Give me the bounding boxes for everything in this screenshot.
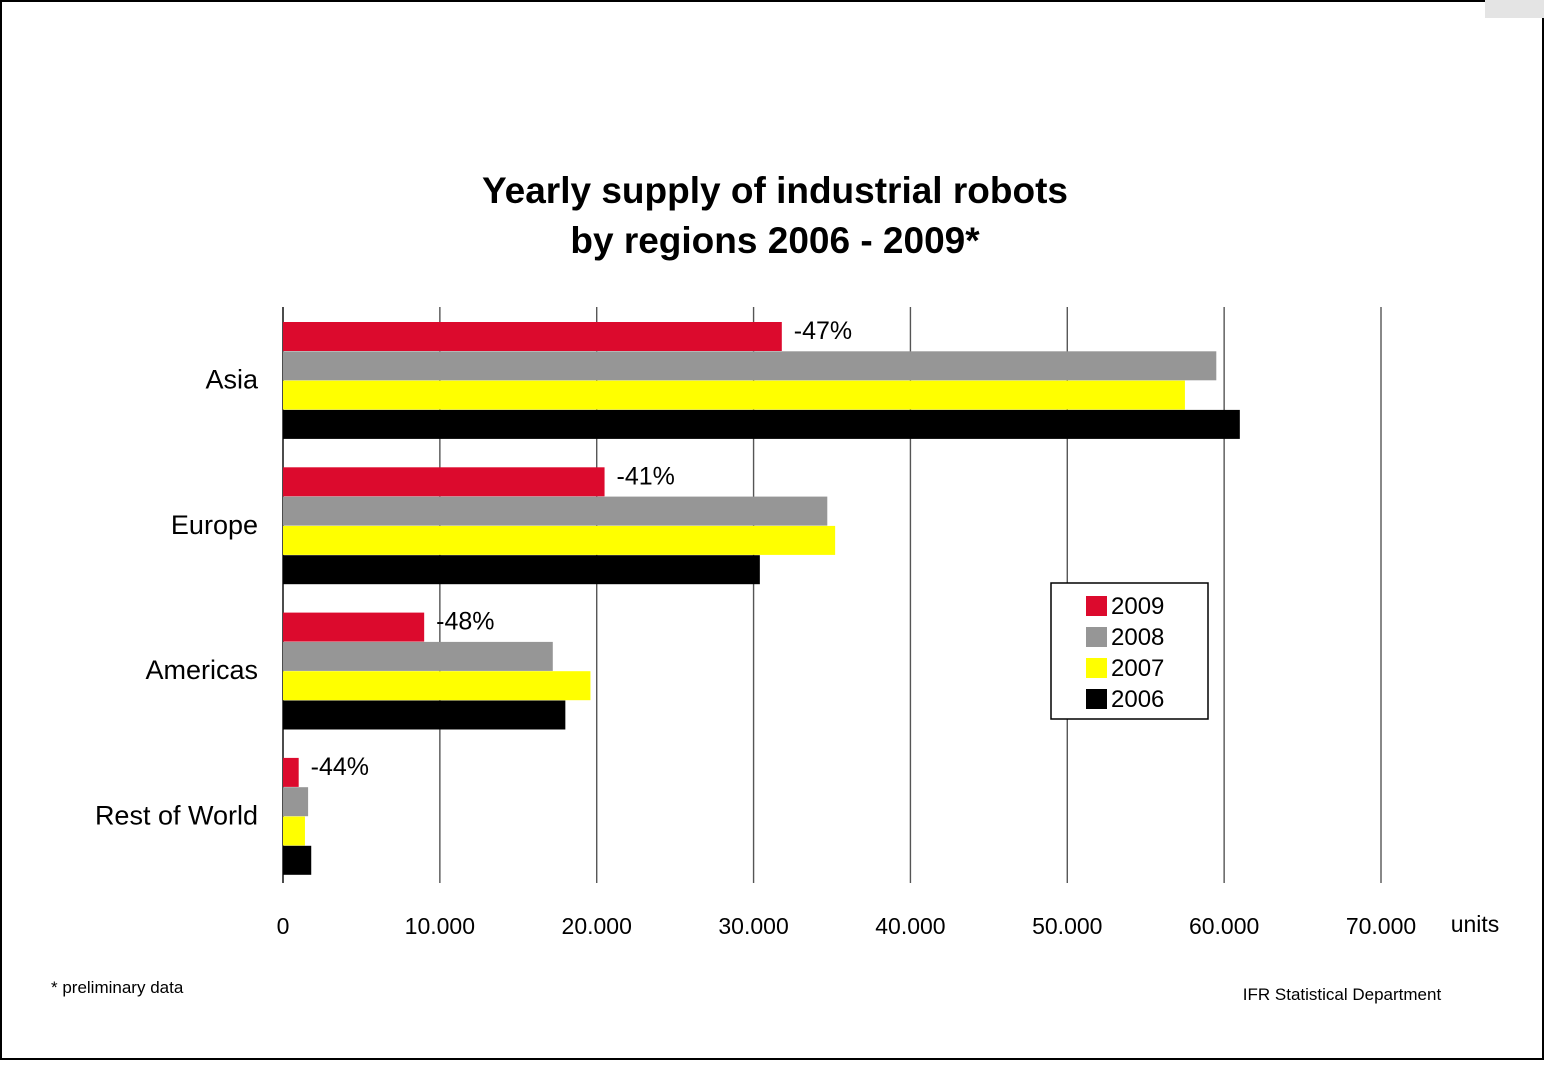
category-label: Rest of World (95, 801, 258, 831)
bar-2006 (283, 845, 312, 875)
legend: 2009 2008 2007 2006 (1050, 582, 1209, 720)
change-label: -48% (436, 608, 494, 636)
chart-title: Yearly supply of industrial robots (482, 170, 1068, 211)
legend-label: 2006 (1111, 686, 1164, 713)
legend-swatch-2008 (1086, 627, 1107, 647)
change-label: -44% (311, 753, 369, 781)
bar-2007 (283, 816, 305, 846)
x-axis-label: units (1451, 911, 1500, 937)
corner-tab (1485, 0, 1544, 18)
x-tick-label: 50.000 (1032, 913, 1102, 939)
x-tick-label: 30.000 (718, 913, 788, 939)
bar-2007 (283, 525, 836, 555)
bar-2009 (283, 467, 605, 497)
legend-swatch-2007 (1086, 658, 1107, 678)
footnote: * preliminary data (51, 978, 184, 997)
x-tick-label: 40.000 (875, 913, 945, 939)
x-tick-label: 60.000 (1189, 913, 1259, 939)
bar-2006 (283, 555, 760, 585)
category-label: Europe (171, 510, 258, 540)
x-tick-label: 10.000 (405, 913, 475, 939)
category-labels-group: Asia Europe Americas Rest of World (95, 365, 259, 831)
category-label: Americas (145, 655, 258, 685)
change-label: -47% (794, 317, 852, 345)
bar-2006 (283, 409, 1240, 439)
legend-label: 2009 (1111, 593, 1164, 620)
legend-swatch-2006 (1086, 689, 1107, 709)
bar-2008 (283, 496, 828, 526)
x-tick-label: 20.000 (562, 913, 632, 939)
legend-swatch-2009 (1086, 596, 1107, 616)
bars-group (283, 322, 1240, 875)
source-credit: IFR Statistical Department (1243, 985, 1442, 1004)
legend-label: 2007 (1111, 655, 1164, 682)
bar-2008 (283, 787, 309, 817)
x-tick-labels-group: 0 10.000 20.000 30.000 40.000 50.000 60.000 70.… (277, 913, 1417, 939)
bar-2007 (283, 380, 1185, 410)
bar-2008 (283, 351, 1217, 381)
category-label: Asia (205, 365, 259, 395)
change-labels-group: -47% -41% -48% -44% (311, 317, 852, 781)
bar-2009 (283, 612, 425, 642)
bar-2008 (283, 641, 553, 671)
bar-2006 (283, 700, 566, 730)
legend-label: 2008 (1111, 624, 1164, 651)
legend-box (1050, 582, 1209, 720)
x-tick-label: 0 (277, 913, 290, 939)
change-label: -41% (617, 462, 675, 490)
bar-2007 (283, 671, 591, 701)
bar-2009 (283, 322, 782, 351)
x-tick-label: 70.000 (1346, 913, 1416, 939)
chart-subtitle: by regions 2006 - 2009* (570, 220, 980, 261)
bar-2009 (283, 757, 299, 787)
